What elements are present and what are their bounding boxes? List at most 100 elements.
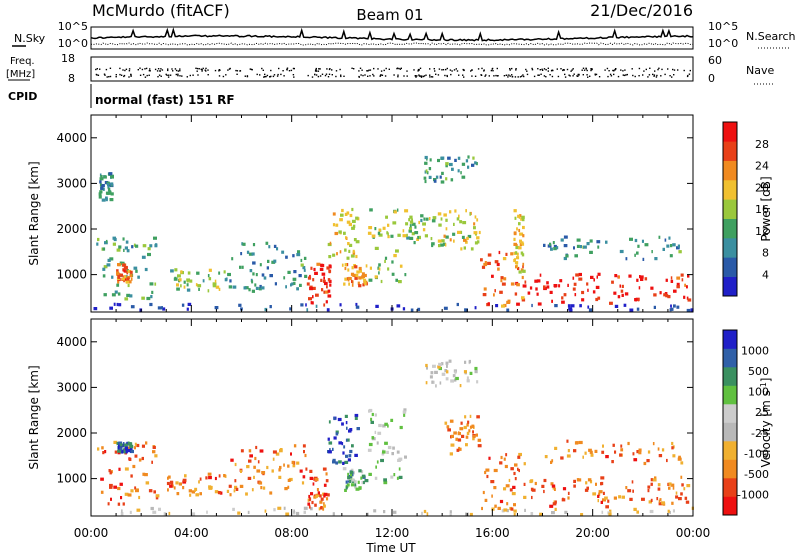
echo-cell <box>187 271 191 275</box>
freq-dot <box>383 69 385 72</box>
echo-cell <box>361 474 366 478</box>
freq-dot <box>577 75 579 77</box>
echo-cell <box>355 254 358 259</box>
freq-dot <box>526 70 528 72</box>
colorbar-tick-label: 500 <box>748 365 769 378</box>
echo-cell <box>151 460 153 464</box>
echo-cell <box>633 458 638 462</box>
echo-cell <box>133 266 138 270</box>
echo-cell <box>129 280 132 284</box>
echo-cell <box>463 370 467 374</box>
echo-cell <box>310 507 313 511</box>
echo-cell <box>378 263 381 267</box>
echo-cell <box>393 254 397 258</box>
echo-cell <box>554 446 558 450</box>
echo-cell <box>258 287 262 291</box>
echo-cell <box>647 450 651 454</box>
freq-dot <box>128 70 131 72</box>
echo-cell <box>347 479 350 483</box>
echo-cell <box>259 263 262 267</box>
echo-cell <box>344 277 348 281</box>
echo-cell <box>578 272 582 277</box>
echo-cell <box>397 233 401 237</box>
echo-cell <box>572 276 575 280</box>
echo-cell <box>457 156 461 160</box>
echo-cell <box>149 302 153 307</box>
freq-dot <box>414 75 417 77</box>
echo-cell <box>228 285 232 289</box>
echo-cell <box>351 219 356 223</box>
freq-dot <box>154 68 157 71</box>
colorbar-tick-label: -500 <box>744 468 769 481</box>
echo-cell <box>287 485 290 489</box>
echo-cell <box>154 454 158 458</box>
echo-cell <box>332 512 335 516</box>
freq-dot <box>483 69 485 71</box>
echo-cell <box>310 266 313 270</box>
echo-cell <box>194 487 198 491</box>
freq-dot <box>519 76 522 78</box>
echo-cell <box>107 185 110 189</box>
echo-cell <box>306 282 310 286</box>
echo-cell <box>322 279 326 283</box>
freq-dot <box>171 68 173 70</box>
echo-cell <box>229 279 232 283</box>
freq-dot <box>280 73 282 76</box>
echo-cell <box>348 282 350 286</box>
freq-dot <box>225 74 227 76</box>
echo-cell <box>254 456 257 461</box>
echo-cell <box>671 446 674 450</box>
echo-cell <box>522 264 524 269</box>
echo-cell <box>255 445 258 450</box>
echo-cell <box>130 489 134 493</box>
echo-cell <box>550 482 554 486</box>
echo-cell <box>463 425 467 430</box>
echo-cell <box>445 162 449 166</box>
echo-cell <box>145 481 150 485</box>
echo-cell <box>354 485 357 489</box>
echo-cell <box>670 279 674 283</box>
echo-cell <box>396 304 401 308</box>
echo-cell <box>351 478 355 482</box>
freq-dot <box>317 70 320 72</box>
freq-dot <box>315 67 317 70</box>
echo-cell <box>670 276 673 280</box>
echo-cell <box>639 275 644 279</box>
freq-dot <box>613 73 615 76</box>
echo-cell <box>466 236 469 240</box>
echo-cell <box>620 448 624 452</box>
freq-dot <box>608 70 610 72</box>
echo-cell <box>439 243 444 247</box>
echo-cell <box>536 292 539 296</box>
echo-cell <box>271 260 276 264</box>
freq-dot <box>568 74 570 76</box>
echo-cell <box>374 413 377 417</box>
echo-cell <box>690 308 694 312</box>
echo-cell <box>508 478 511 483</box>
echo-cell <box>419 235 421 240</box>
freq-dot <box>557 75 560 78</box>
echo-cell <box>429 375 433 379</box>
echo-cell <box>676 246 680 250</box>
time-axis: 00:00 04:00 08:00 12:00 16:00 20:00 00:00 <box>74 526 711 540</box>
echo-pixels <box>97 359 694 517</box>
echo-cell <box>307 498 310 502</box>
echo-cell <box>573 484 576 488</box>
freq-dot <box>265 75 267 78</box>
echo-cell <box>411 222 416 226</box>
echo-cell <box>678 455 681 459</box>
echo-cell <box>432 364 436 368</box>
freq-dot <box>470 70 472 72</box>
echo-cell <box>444 421 448 425</box>
echo-cell <box>367 231 372 235</box>
echo-cell <box>521 253 525 257</box>
echo-cell <box>264 307 268 312</box>
echo-cell <box>124 467 129 471</box>
echo-cell <box>672 454 676 458</box>
echo-cell <box>659 498 662 502</box>
echo-cell <box>515 245 520 250</box>
echo-cell <box>148 489 153 493</box>
echo-cell <box>129 294 133 298</box>
freq-dot <box>398 67 400 70</box>
